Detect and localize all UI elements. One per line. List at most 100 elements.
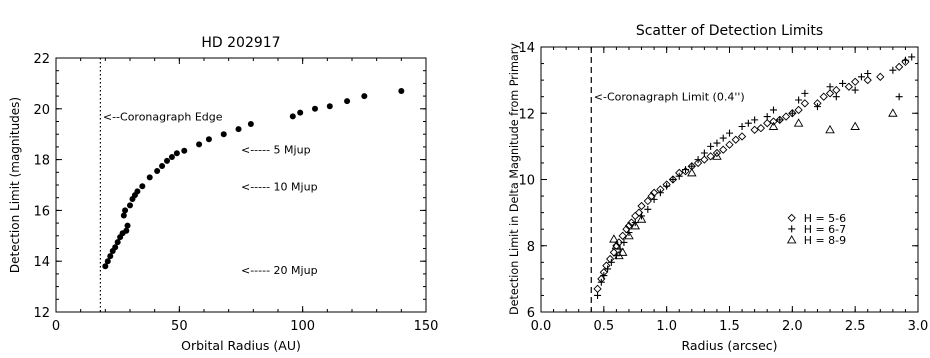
data-point-diamond <box>750 125 759 134</box>
data-point-diamond <box>763 119 772 128</box>
data-point-plus <box>669 176 677 183</box>
legend-label: H = 8-9 <box>804 234 846 247</box>
x-tick-label: 0 <box>52 319 60 334</box>
data-point-plus <box>826 83 834 91</box>
y-tick-label: 12 <box>518 107 535 122</box>
data-point-diamond <box>756 124 766 133</box>
y-tick-label: 14 <box>518 41 535 56</box>
x-tick-label: 100 <box>290 319 315 334</box>
data-point-plus <box>864 70 872 77</box>
data-point-plus <box>839 79 847 87</box>
y-axis-label: Detection Limit in Delta Magnitude from … <box>508 43 521 315</box>
data-point <box>173 150 180 157</box>
data-point <box>112 244 119 251</box>
data-point-diamond <box>605 254 615 264</box>
y-tick-label: 14 <box>33 255 50 270</box>
data-point-plus <box>682 166 690 174</box>
annotation-label: <----- 10 Mjup <box>241 180 318 193</box>
legend-label: H = 6-7 <box>804 223 846 236</box>
data-point <box>107 253 114 260</box>
data-point-plus <box>650 195 658 203</box>
data-point-plus <box>726 129 733 137</box>
data-point-plus <box>719 134 727 142</box>
y-tick-label: 18 <box>33 154 50 169</box>
data-point-diamond <box>781 112 791 121</box>
data-point-plus <box>620 238 628 246</box>
data-point <box>326 103 333 110</box>
data-point <box>122 207 129 214</box>
data-point-diamond <box>693 158 703 168</box>
data-point <box>220 131 227 138</box>
data-point-diamond <box>637 201 646 211</box>
data-point <box>123 227 130 234</box>
data-point-triangle <box>850 121 860 130</box>
data-point-diamond <box>712 148 722 158</box>
data-point-diamond <box>794 105 803 115</box>
y-tick-label: 12 <box>33 306 50 321</box>
data-point-plus <box>607 258 615 266</box>
x-tick-label: 2.5 <box>845 319 866 334</box>
chart-hd-202917: HD 202917 0 50 100 150 12 14 16 18 20 22 Orbital Ra… <box>8 35 438 353</box>
data-point-plus <box>795 96 803 104</box>
data-point-diamond <box>787 213 796 223</box>
data-point <box>235 126 242 133</box>
x-tick-label: 1.0 <box>656 319 677 334</box>
annotation-label: <-Coronagraph Limit (0.4'') <box>594 91 745 104</box>
data-point-plus <box>644 205 652 213</box>
data-point-diamond <box>719 145 728 154</box>
data-point <box>168 154 175 161</box>
annotation-label: <----- 5 Mjup <box>241 143 311 156</box>
data-point <box>247 121 254 128</box>
data-point-plus <box>751 116 759 124</box>
data-point-plus <box>908 53 916 61</box>
data-point-plus <box>675 172 683 180</box>
data-point-plus <box>889 66 897 74</box>
chart-scatter-of-detection-limits: Scatter of Detection Limits 0.0 0.5 1.0 1.5 2… <box>508 23 928 353</box>
data-point-diamond <box>602 261 611 270</box>
y-tick-label: 6 <box>527 306 535 321</box>
data-point-diamond <box>706 152 715 161</box>
data-point-plus <box>663 182 671 190</box>
data-point-diamond <box>825 89 835 98</box>
x-tick-label: 0.5 <box>593 319 614 334</box>
data-point-triangle <box>630 220 641 230</box>
data-point <box>154 168 161 175</box>
x-tick-label: 50 <box>171 319 188 334</box>
data-point-plus <box>597 278 605 286</box>
x-tick-label: 150 <box>414 319 439 334</box>
data-point <box>205 136 212 143</box>
data-point <box>196 141 203 148</box>
data-point-plus <box>895 93 903 101</box>
data-point-triangle <box>786 235 797 244</box>
data-point-triangle <box>687 167 697 177</box>
data-point-diamond <box>844 82 854 91</box>
data-point <box>344 98 351 105</box>
data-point-diamond <box>612 241 621 250</box>
data-point-diamond <box>593 284 602 293</box>
data-point-plus <box>788 225 796 233</box>
y-tick-label: 10 <box>518 174 535 189</box>
data-point-diamond <box>863 75 872 85</box>
data-point-diamond <box>895 62 904 72</box>
data-point <box>289 113 296 120</box>
data-point <box>398 88 405 95</box>
x-tick-label: 1.5 <box>719 319 740 334</box>
data-point-diamond <box>643 196 652 206</box>
data-point-diamond <box>800 99 810 108</box>
data-point-plus <box>656 189 664 197</box>
data-point-diamond <box>851 77 860 86</box>
x-tick-label: 3.0 <box>908 319 929 334</box>
legend-label: H = 5-6 <box>804 212 846 225</box>
y-tick-label: 20 <box>33 103 50 118</box>
data-point-diamond <box>700 155 709 164</box>
series-0 <box>102 88 405 270</box>
data-point <box>134 188 141 195</box>
data-point-diamond <box>627 218 636 227</box>
series-h-6-7 <box>594 53 916 299</box>
data-point <box>120 212 127 219</box>
data-point-plus <box>901 56 909 64</box>
x-tick-label: 2.0 <box>782 319 803 334</box>
data-point-plus <box>832 93 840 101</box>
data-point-plus <box>594 291 602 299</box>
